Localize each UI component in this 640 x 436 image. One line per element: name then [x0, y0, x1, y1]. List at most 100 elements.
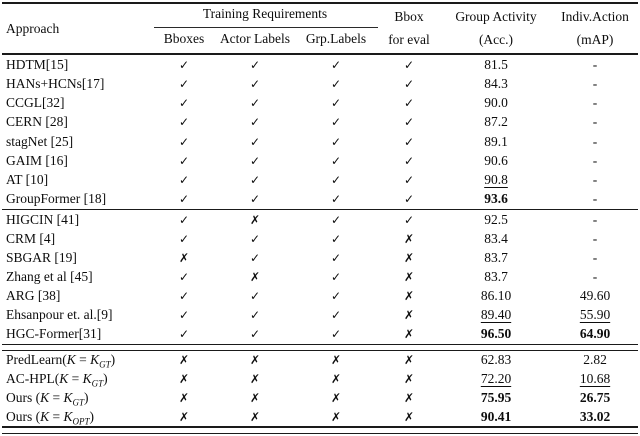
indiv-action-map-value: -	[592, 75, 598, 91]
table-row: CCGL[32] ✓ ✓ ✓ ✓ 90.0 -	[2, 94, 638, 113]
table-section-supervised: HDTM[15] ✓ ✓ ✓ ✓ 81.5- HANs+HCNs[17] ✓ ✓ ✓ ✓ 84.3- C…	[2, 55, 638, 209]
approach-cell: CRM [4]	[6, 230, 56, 246]
col-header-grp-labels: Grp.Labels	[305, 31, 367, 46]
check-icon: ✓	[403, 134, 415, 149]
check-icon: ✓	[178, 134, 190, 149]
cross-icon: ✗	[330, 353, 342, 368]
cross-icon: ✗	[178, 372, 190, 387]
indiv-action-map-value: -	[592, 133, 598, 149]
cross-icon: ✗	[403, 289, 415, 304]
group-activity-accuracy-value: 75.95	[480, 389, 512, 405]
approach-cell: Ehsanpour et. al.[9]	[6, 307, 113, 323]
table-row: AT [10] ✓ ✓ ✓ ✓ 90.8 -	[2, 171, 638, 190]
k-subscript: GT	[91, 378, 104, 389]
k-subscript: GT	[99, 360, 111, 371]
check-icon: ✓	[249, 250, 261, 265]
col-header-approach: Approach	[6, 20, 60, 36]
approach-cell: CERN [28]	[6, 114, 68, 130]
check-icon: ✓	[249, 173, 261, 188]
check-icon: ✓	[330, 308, 342, 323]
approach-cell: HDTM[15]	[6, 56, 69, 72]
check-icon: ✓	[330, 269, 342, 284]
table-row: CRM [4] ✓ ✓ ✓ ✗ 83.4 -	[2, 229, 638, 248]
table-section-weakly-supervised: HIGCIN [41] ✓ ✗ ✓ ✓ 92.5- CRM [4] ✓ ✓ ✓ ✗ 83.4- SBGA…	[2, 210, 638, 344]
table-row: PredLearn(K = KGT) ✗ ✗ ✗ ✗ 62.83 2.82	[2, 351, 638, 370]
check-icon: ✓	[403, 153, 415, 168]
cross-icon: ✗	[249, 269, 261, 284]
group-activity-accuracy-value: 93.6	[484, 191, 508, 207]
approach-cell: AT [10]	[6, 172, 49, 188]
k-subscript: GT	[72, 397, 85, 408]
col-header-indiv-action: Indiv.Action (mAP)	[552, 5, 638, 51]
approach-cell: PredLearn(K = KGT)	[6, 352, 116, 371]
cross-icon: ✗	[178, 353, 190, 368]
table-row: Ours (K = KGT) ✗ ✗ ✗ ✗ 75.95 26.75	[2, 389, 638, 408]
group-activity-accuracy-value: 83.7	[484, 268, 508, 284]
cross-icon: ✗	[330, 409, 342, 424]
indiv-action-map-value: 2.82	[583, 352, 607, 368]
check-icon: ✓	[330, 231, 342, 246]
check-icon: ✓	[249, 327, 261, 342]
table-row: HGC-Former[31] ✓ ✓ ✓ ✗ 96.50 64.90	[2, 325, 638, 344]
check-icon: ✓	[330, 153, 342, 168]
indiv-action-map-value: -	[592, 152, 598, 168]
approach-cell: Zhang et al [45]	[6, 268, 93, 284]
check-icon: ✓	[249, 96, 261, 111]
cross-icon: ✗	[403, 409, 415, 424]
table-section-unsupervised: PredLearn(K = KGT) ✗ ✗ ✗ ✗ 62.83 2.82 AC-HPL(K …	[2, 351, 638, 426]
table-row: AC-HPL(K = KGT) ✗ ✗ ✗ ✗ 72.20 10.68	[2, 370, 638, 389]
indiv-action-map-value: -	[592, 268, 598, 284]
check-icon: ✓	[403, 173, 415, 188]
table-bottom-rule	[2, 426, 638, 434]
cross-icon: ✗	[403, 231, 415, 246]
approach-cell: HGC-Former[31]	[6, 326, 102, 342]
check-icon: ✓	[178, 289, 190, 304]
indiv-action-map-value: -	[592, 95, 598, 111]
check-icon: ✓	[249, 289, 261, 304]
table-row: HIGCIN [41] ✓ ✗ ✓ ✓ 92.5 -	[2, 210, 638, 229]
group-activity-accuracy-value: 87.2	[484, 114, 508, 130]
group-activity-accuracy-value: 96.50	[480, 326, 512, 342]
check-icon: ✓	[330, 192, 342, 207]
check-icon: ✓	[178, 308, 190, 323]
group-activity-accuracy-value: 62.83	[480, 352, 512, 368]
check-icon: ✓	[178, 212, 190, 227]
approach-cell: Ours (K = KOPT)	[6, 408, 95, 427]
check-icon: ✓	[178, 115, 190, 130]
cross-icon: ✗	[403, 269, 415, 284]
check-icon: ✓	[403, 57, 415, 72]
check-icon: ✓	[249, 308, 261, 323]
check-icon: ✓	[178, 269, 190, 284]
check-icon: ✓	[330, 76, 342, 91]
table-row: GAIM [16] ✓ ✓ ✓ ✓ 90.6 -	[2, 151, 638, 170]
cross-icon: ✗	[403, 250, 415, 265]
indiv-action-map-value: 49.60	[579, 288, 611, 304]
check-icon: ✓	[330, 250, 342, 265]
col-header-group-activity-line1: Group Activity	[455, 9, 537, 24]
cross-icon: ✗	[330, 390, 342, 405]
k-subscript: OPT	[72, 416, 90, 427]
group-activity-accuracy-value: 90.41	[480, 408, 512, 424]
approach-cell: CCGL[32]	[6, 95, 65, 111]
cross-icon: ✗	[249, 409, 261, 424]
table-row: HDTM[15] ✓ ✓ ✓ ✓ 81.5 -	[2, 55, 638, 74]
approach-cell: stagNet [25]	[6, 133, 74, 149]
col-header-bboxes: Bboxes	[163, 31, 205, 46]
check-icon: ✓	[330, 134, 342, 149]
table-top-rule	[2, 2, 638, 4]
group-activity-accuracy-value: 89.40	[480, 307, 512, 323]
indiv-action-map-value: -	[592, 172, 598, 188]
check-icon: ✓	[249, 192, 261, 207]
check-icon: ✓	[330, 327, 342, 342]
indiv-action-map-value: 10.68	[579, 371, 611, 387]
check-icon: ✓	[330, 289, 342, 304]
col-header-indiv-action-line2: (mAP)	[576, 32, 614, 47]
group-activity-accuracy-value: 81.5	[484, 56, 508, 72]
cross-icon: ✗	[249, 212, 261, 227]
cross-icon: ✗	[403, 308, 415, 323]
group-activity-accuracy-value: 72.20	[480, 371, 512, 387]
check-icon: ✓	[249, 134, 261, 149]
check-icon: ✓	[330, 115, 342, 130]
